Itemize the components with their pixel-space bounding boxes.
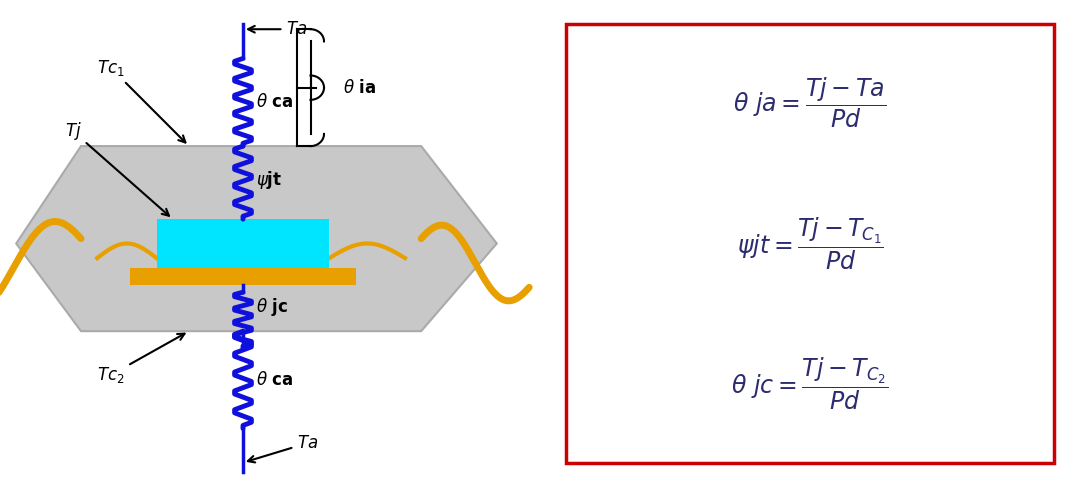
Text: $\theta$ ca: $\theta$ ca (257, 371, 294, 389)
Text: $Tj$: $Tj$ (65, 120, 168, 216)
Text: $\theta\ ja = \dfrac{Tj - Ta}{Pd}$: $\theta\ ja = \dfrac{Tj - Ta}{Pd}$ (733, 76, 887, 131)
Text: $Ta$: $Ta$ (248, 20, 308, 38)
Text: $Ta$: $Ta$ (248, 434, 319, 463)
FancyBboxPatch shape (566, 24, 1054, 463)
Text: $Tc_1$: $Tc_1$ (97, 58, 186, 143)
Bar (157, 219, 329, 268)
Text: $\theta$ ia: $\theta$ ia (343, 79, 377, 96)
Bar (130, 268, 356, 285)
Text: $\psi$jt: $\psi$jt (257, 169, 283, 191)
Text: $\theta$ jc: $\theta$ jc (257, 296, 289, 318)
Text: $\theta$ ca: $\theta$ ca (257, 94, 294, 111)
Text: $Tc_2$: $Tc_2$ (97, 334, 185, 385)
Text: $\psi jt = \dfrac{Tj - T_{C_1}}{Pd}$: $\psi jt = \dfrac{Tj - T_{C_1}}{Pd}$ (737, 215, 883, 272)
Text: $\theta\ jc = \dfrac{Tj - T_{C_2}}{Pd}$: $\theta\ jc = \dfrac{Tj - T_{C_2}}{Pd}$ (731, 356, 889, 412)
Polygon shape (16, 146, 497, 331)
